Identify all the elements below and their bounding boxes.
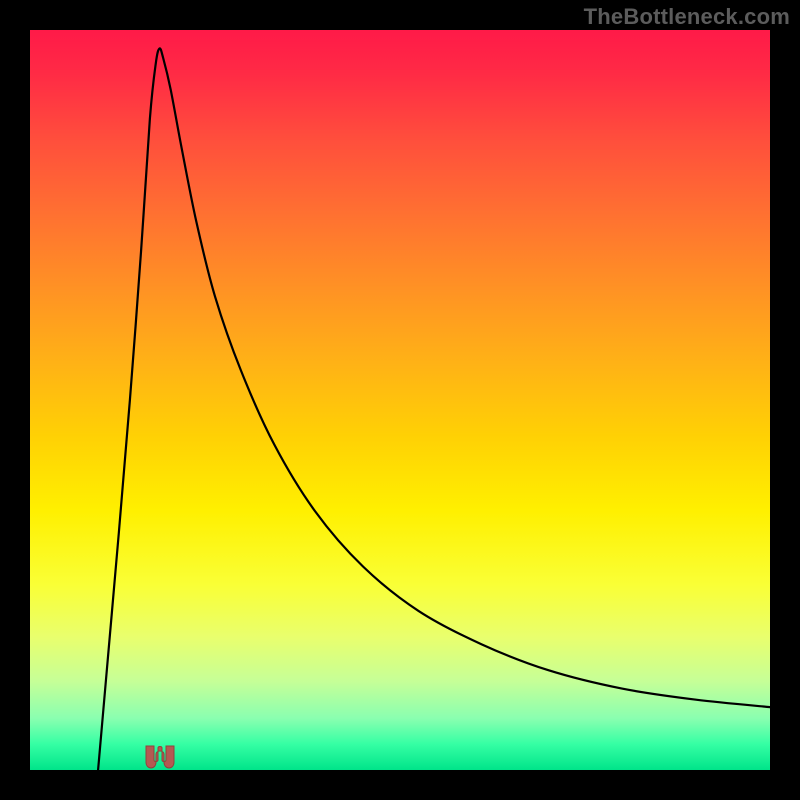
bottleneck-curve: [98, 48, 770, 770]
plot-area: [30, 30, 770, 770]
watermark-text: TheBottleneck.com: [584, 4, 790, 30]
figure: TheBottleneck.com: [0, 0, 800, 800]
curve-layer: [30, 30, 770, 770]
